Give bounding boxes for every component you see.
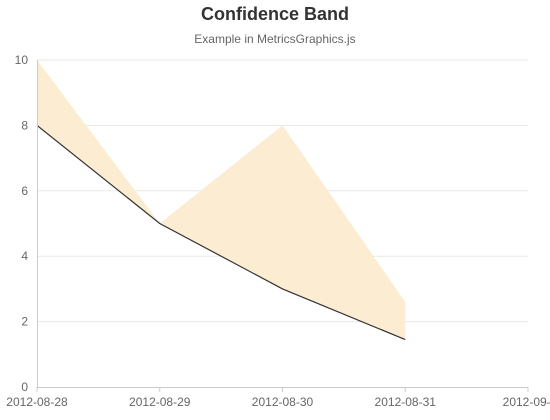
- x-tick-label: 2012-08-29: [129, 395, 191, 409]
- x-tick-label: 2012-09–: [503, 395, 550, 409]
- chart-title: Confidence Band: [200, 4, 349, 24]
- y-tick-label: 8: [21, 118, 28, 132]
- x-tick-label: 2012-08-31: [375, 395, 437, 409]
- x-tick-label: 2012-08-28: [6, 395, 68, 409]
- series-line: [36, 124, 406, 341]
- y-tick-label: 10: [15, 53, 29, 67]
- y-tick-label: 2: [21, 315, 28, 329]
- y-tick-label: 0: [21, 380, 28, 394]
- y-tick-label: 4: [21, 249, 28, 263]
- band-layer: [37, 60, 406, 340]
- chart-subtitle: Example in MetricsGraphics.js: [194, 32, 356, 46]
- x-tick-label: 2012-08-30: [252, 395, 314, 409]
- axis-layer: 0 2 4 6 8 10 2012-08-28 2012-08-29 2012-08-30 201…: [6, 53, 550, 409]
- y-tick-label: 6: [21, 184, 28, 198]
- confidence-band: [37, 60, 406, 340]
- line-layer: [36, 124, 406, 341]
